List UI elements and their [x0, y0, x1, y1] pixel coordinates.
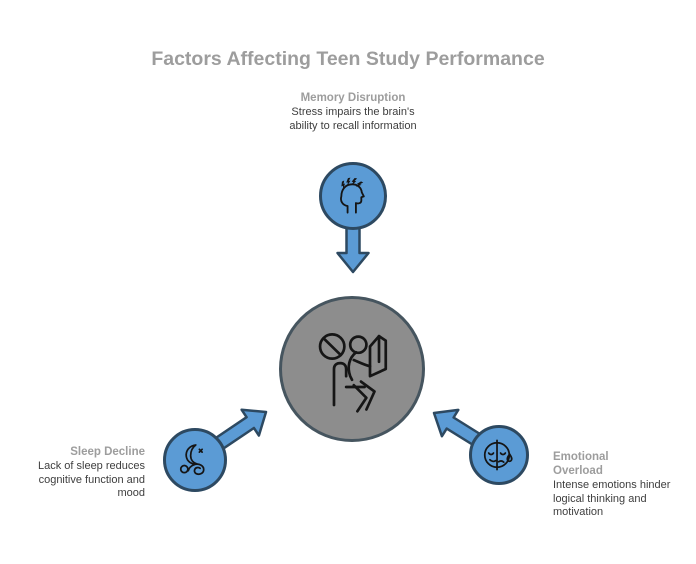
person-torso — [347, 350, 358, 382]
open-book — [368, 334, 388, 378]
page-title: Factors Affecting Teen Study Performance — [151, 48, 545, 70]
stressed-head-icon — [340, 177, 365, 214]
center-node — [279, 296, 425, 442]
emotional-heading: Emotional Overload — [553, 451, 609, 477]
no-symbol-icon — [318, 333, 346, 360]
memory-node — [319, 162, 387, 230]
crescent-moon — [185, 444, 198, 465]
left-mouth — [489, 458, 497, 463]
sleep-node — [163, 428, 227, 492]
star-x — [198, 448, 203, 453]
teardrop — [506, 453, 513, 463]
memory-description: Stress impairs the brain's ability to re… — [289, 106, 417, 132]
sleep-text-block: Sleep Decline Lack of sleep reduces cogn… — [14, 445, 145, 501]
emotional-node — [469, 425, 529, 485]
distracted-study-icon — [318, 333, 388, 413]
person-legs — [352, 380, 376, 413]
emotional-text-block: Emotional Overload Intense emotions hind… — [553, 450, 675, 520]
right-mouth — [497, 460, 505, 463]
emotional-overload-icon — [483, 439, 513, 471]
memory-heading: Memory Disruption — [300, 92, 406, 104]
left-eye — [487, 452, 495, 456]
memory-text-block: Memory Disruption Stress impairs the bra… — [253, 91, 453, 133]
sleep-description: Lack of sleep reduces cognitive function… — [37, 460, 145, 499]
person-head — [348, 335, 368, 355]
sleep-decline-icon — [179, 444, 205, 476]
sleeping-figure — [179, 463, 205, 476]
right-eye — [499, 452, 507, 456]
emotional-description: Intense emotions hinder logical thinking… — [553, 479, 671, 518]
person-arm — [352, 358, 372, 368]
stress-bolts — [341, 177, 364, 190]
sleep-heading: Sleep Decline — [70, 446, 145, 458]
